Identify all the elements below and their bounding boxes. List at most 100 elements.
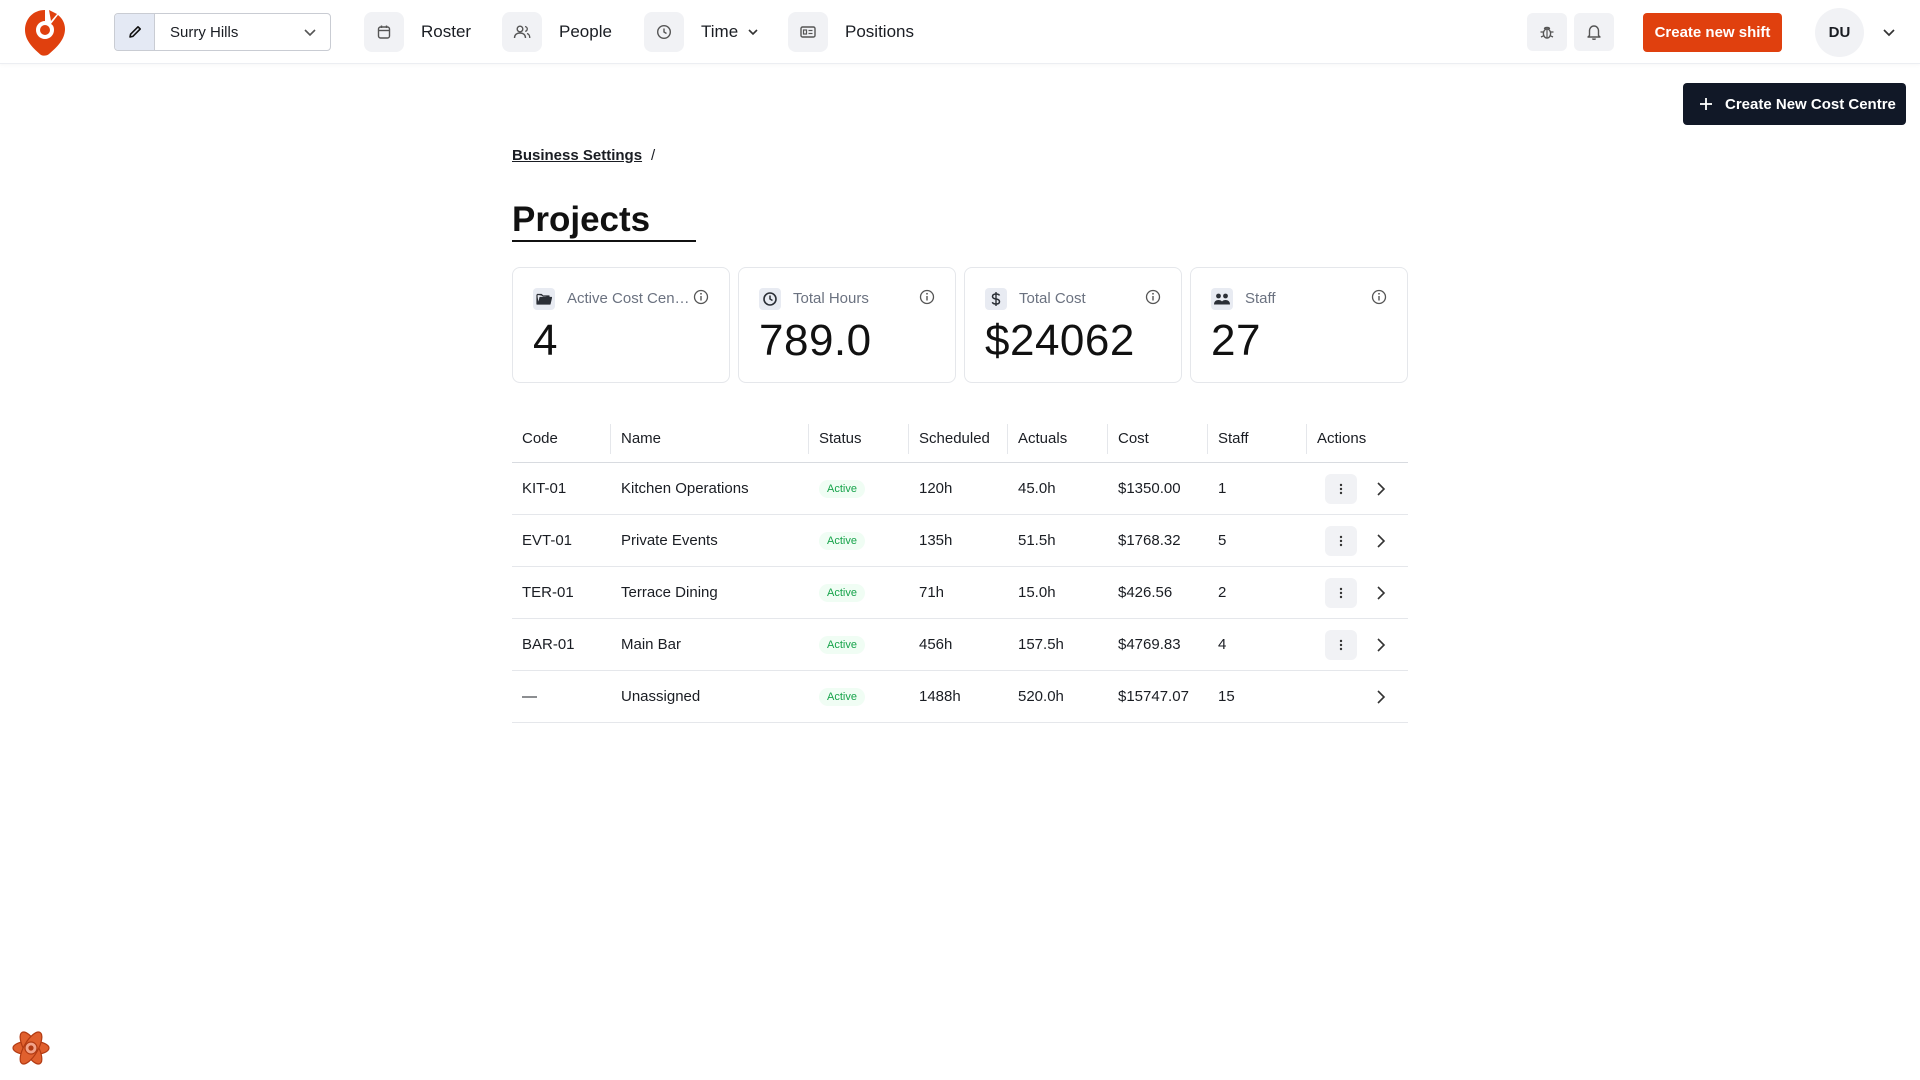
table-row[interactable]: BAR-01 Main Bar Active 456h 157.5h $4769…	[512, 619, 1408, 671]
react-icon	[12, 1031, 50, 1065]
more-vertical-icon	[1339, 483, 1343, 494]
bug-icon	[1540, 26, 1554, 39]
dollar-icon	[991, 292, 1001, 306]
cell-cost: $426.56	[1118, 584, 1173, 601]
calendar-icon	[377, 25, 391, 39]
cell-code: EVT-01	[522, 532, 573, 549]
plus-icon	[1700, 98, 1712, 110]
cell-cost: $1350.00	[1118, 480, 1181, 497]
nav-people-label: People	[559, 22, 612, 41]
column-header-name[interactable]: Name	[611, 415, 809, 462]
cell-code: KIT-01	[522, 480, 567, 497]
nav-people[interactable]: People	[502, 12, 612, 52]
status-badge: Active	[819, 687, 865, 706]
create-new-cost-centre-label: Create New Cost Centre	[1725, 95, 1896, 113]
status-badge: Active	[819, 479, 865, 498]
cell-scheduled: 71h	[919, 584, 945, 601]
cell-code: TER-01	[522, 584, 574, 601]
stat-label: Total Cost	[1019, 290, 1086, 307]
app-logo[interactable]	[23, 8, 67, 56]
status-badge: Active	[819, 635, 865, 654]
users-icon	[513, 25, 531, 39]
stat-card-total-hours: Total Hours 789.0	[738, 267, 956, 383]
column-header-cost[interactable]: Cost	[1108, 415, 1208, 462]
info-icon[interactable]	[1371, 289, 1387, 305]
stat-card-staff: Staff 27	[1190, 267, 1408, 383]
info-icon[interactable]	[919, 289, 935, 305]
bell-icon	[1587, 25, 1601, 40]
info-icon[interactable]	[1145, 289, 1161, 305]
column-header-actuals[interactable]: Actuals	[1008, 415, 1108, 462]
column-header-code[interactable]: Code	[512, 415, 611, 462]
cell-actuals: 157.5h	[1018, 636, 1064, 653]
nav-time[interactable]: Time	[644, 12, 760, 52]
pencil-icon	[128, 26, 141, 38]
chevron-right-icon[interactable]	[1375, 533, 1387, 549]
create-new-cost-centre-button[interactable]: Create New Cost Centre	[1683, 83, 1906, 125]
notifications-button[interactable]	[1574, 13, 1614, 51]
cell-cost: $4769.83	[1118, 636, 1181, 653]
stat-label: Active Cost Centres	[567, 290, 693, 307]
more-vertical-icon	[1339, 535, 1343, 546]
column-header-scheduled[interactable]: Scheduled	[909, 415, 1008, 462]
stat-label: Total Hours	[793, 290, 869, 307]
folder-icon	[536, 293, 552, 305]
chevron-right-icon[interactable]	[1375, 585, 1387, 601]
chevron-right-icon[interactable]	[1375, 689, 1387, 705]
row-menu-button[interactable]	[1325, 525, 1357, 556]
nav-roster[interactable]: Roster	[364, 12, 471, 52]
stat-value: 789.0	[759, 316, 872, 365]
react-devtools-button[interactable]	[10, 1027, 52, 1069]
more-vertical-icon	[1339, 639, 1343, 650]
chevron-right-icon[interactable]	[1375, 481, 1387, 497]
cell-actuals: 45.0h	[1018, 480, 1056, 497]
cell-staff: 5	[1218, 532, 1227, 549]
column-header-staff[interactable]: Staff	[1208, 415, 1307, 462]
cell-name: Kitchen Operations	[621, 480, 749, 497]
cell-actuals: 15.0h	[1018, 584, 1056, 601]
cell-cost: $15747.07	[1118, 688, 1189, 705]
users-icon	[1214, 293, 1230, 305]
page-title: Projects	[512, 200, 651, 239]
cell-cost: $1768.32	[1118, 532, 1181, 549]
cell-name: Main Bar	[621, 636, 682, 653]
id-card-icon	[800, 26, 816, 38]
table-header: Code Name Status Scheduled Actuals Cost …	[512, 415, 1408, 463]
stat-value: $24062	[985, 316, 1135, 365]
chevron-down-icon	[748, 29, 758, 36]
create-new-shift-button[interactable]: Create new shift	[1643, 13, 1782, 52]
bug-report-button[interactable]	[1527, 13, 1567, 51]
info-icon[interactable]	[693, 289, 709, 305]
status-badge: Active	[819, 583, 865, 602]
table-row[interactable]: TER-01 Terrace Dining Active 71h 15.0h $…	[512, 567, 1408, 619]
chevron-right-icon[interactable]	[1375, 637, 1387, 653]
chevron-down-icon[interactable]	[1881, 24, 1897, 40]
table-row[interactable]: — Unassigned Active 1488h 520.0h $15747.…	[512, 671, 1408, 723]
column-header-status[interactable]: Status	[809, 415, 909, 462]
cell-code: —	[522, 688, 537, 705]
row-menu-button[interactable]	[1325, 473, 1357, 504]
cell-staff: 15	[1218, 688, 1235, 705]
clock-icon	[763, 292, 777, 306]
cell-scheduled: 120h	[919, 480, 953, 497]
status-badge: Active	[819, 531, 865, 550]
row-menu-button[interactable]	[1325, 629, 1357, 660]
location-selector[interactable]: Surry Hills	[114, 13, 331, 51]
table-row[interactable]: EVT-01 Private Events Active 135h 51.5h …	[512, 515, 1408, 567]
avatar[interactable]: DU	[1815, 8, 1864, 57]
location-name: Surry Hills	[170, 23, 239, 41]
stat-label: Staff	[1245, 290, 1276, 307]
row-menu-button[interactable]	[1325, 577, 1357, 608]
cell-scheduled: 456h	[919, 636, 953, 653]
cell-actuals: 51.5h	[1018, 532, 1056, 549]
breadcrumb-business-settings[interactable]: Business Settings	[512, 147, 643, 164]
cell-staff: 4	[1218, 636, 1227, 653]
stat-value: 27	[1211, 316, 1261, 365]
table-row[interactable]: KIT-01 Kitchen Operations Active 120h 45…	[512, 463, 1408, 515]
nav-roster-label: Roster	[421, 22, 472, 41]
edit-location-button[interactable]	[115, 14, 155, 50]
nav-positions-label: Positions	[845, 22, 914, 41]
nav-positions[interactable]: Positions	[788, 12, 914, 52]
stat-card-total-cost: Total Cost $24062	[964, 267, 1182, 383]
stat-card-active-cost-centres: Active Cost Centres 4	[512, 267, 730, 383]
